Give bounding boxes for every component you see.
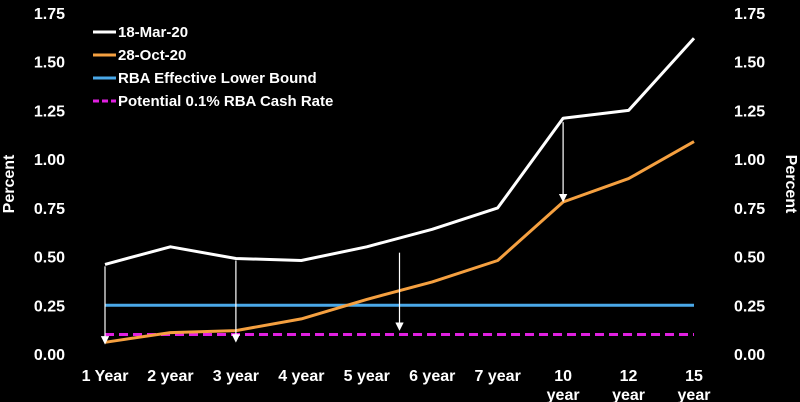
y-tick-left: 1.50 bbox=[34, 55, 65, 72]
y-tick-right: 1.75 bbox=[734, 6, 765, 23]
x-tick-label: 2 year bbox=[147, 368, 193, 385]
legend-label: RBA Effective Lower Bound bbox=[118, 70, 317, 87]
x-axis: 1 Year 2 year 3 year 4 year 5 year 6 year 7 ye… bbox=[82, 368, 711, 402]
left-y-axis-title: Percent bbox=[1, 154, 18, 213]
y-tick-left: 0.00 bbox=[34, 347, 65, 364]
y-tick-right: 0.50 bbox=[734, 250, 765, 267]
y-tick-right: 0.25 bbox=[734, 298, 765, 315]
y-tick-left: 1.00 bbox=[34, 152, 65, 169]
x-tick-label: 7 year bbox=[475, 368, 521, 385]
y-tick-left: 0.50 bbox=[34, 250, 65, 267]
series-line bbox=[104, 37, 696, 266]
x-tick-label: 3 year bbox=[213, 368, 259, 385]
y-tick-right: 1.00 bbox=[734, 152, 765, 169]
x-tick-label: 6 year bbox=[409, 368, 455, 385]
y-tick-right: 0.00 bbox=[734, 347, 765, 364]
legend: 18-Mar-20 28-Oct-20 RBA Effective Lower Bo… bbox=[93, 24, 333, 110]
y-tick-left: 1.75 bbox=[34, 6, 65, 23]
y-tick-right: 0.75 bbox=[734, 201, 765, 218]
legend-label: 28-Oct-20 bbox=[118, 47, 186, 64]
x-tick-label: 1 Year bbox=[82, 368, 129, 385]
x-tick-label: 5 year bbox=[344, 368, 390, 385]
annotation-arrows bbox=[100, 122, 568, 345]
x-tick-label: 10 year bbox=[547, 368, 580, 402]
right-y-axis-title: Percent bbox=[782, 155, 799, 214]
x-tick-label: 4 year bbox=[278, 368, 324, 385]
right-y-axis: 0.00 0.25 0.50 0.75 1.00 1.25 1.50 1.75 bbox=[734, 6, 765, 364]
y-tick-left: 0.25 bbox=[34, 298, 65, 315]
legend-label: 18-Mar-20 bbox=[118, 24, 188, 41]
y-tick-right: 1.25 bbox=[734, 103, 765, 120]
y-tick-left: 1.25 bbox=[34, 103, 65, 120]
left-y-axis: 0.00 0.25 0.50 0.75 1.00 1.25 1.50 1.75 bbox=[34, 6, 65, 364]
x-tick-label: 12 year bbox=[612, 368, 645, 402]
y-tick-left: 0.75 bbox=[34, 201, 65, 218]
x-tick-label: 15 year bbox=[678, 368, 711, 402]
legend-label: Potential 0.1% RBA Cash Rate bbox=[118, 93, 333, 110]
y-tick-right: 1.50 bbox=[734, 55, 765, 72]
